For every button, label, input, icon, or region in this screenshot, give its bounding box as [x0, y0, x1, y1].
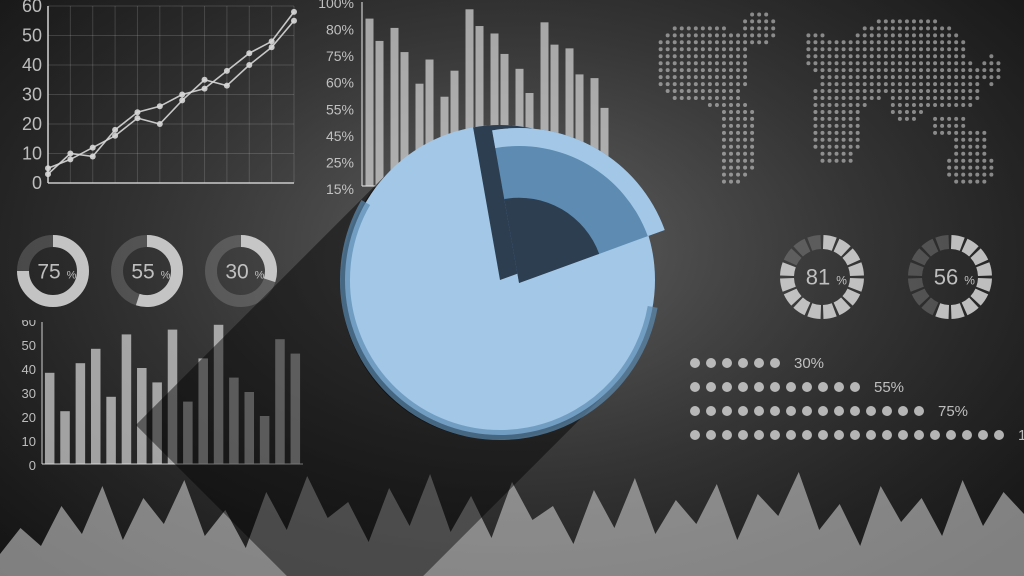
pie-chart-3d [0, 0, 1024, 576]
